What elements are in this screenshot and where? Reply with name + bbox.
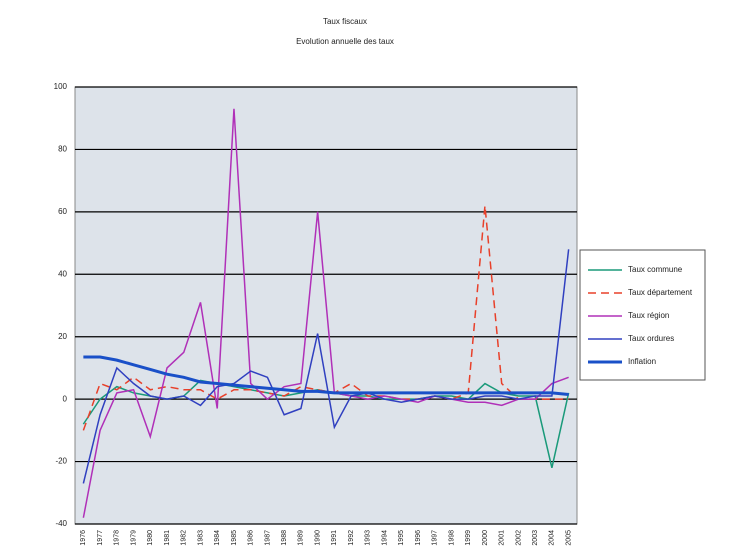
x-tick-label: 1994 <box>381 530 388 546</box>
x-tick-label: 1982 <box>181 530 188 546</box>
x-tick-label: 1990 <box>314 530 321 546</box>
x-tick-label: 1987 <box>264 530 271 546</box>
x-tick-label: 1980 <box>147 530 154 546</box>
x-tick-label: 1984 <box>214 530 221 546</box>
legend-box <box>579 249 706 381</box>
line <box>83 355 569 396</box>
y-tick-label: -40 <box>55 519 67 528</box>
y-tick-label: 80 <box>58 145 67 154</box>
x-tick-label: 1985 <box>231 530 238 546</box>
legend-label: Taux ordures <box>628 334 674 343</box>
x-tick-label: 1993 <box>365 530 372 546</box>
line <box>82 108 569 518</box>
chart-subtitle: Evolution annuelle des taux <box>296 37 394 46</box>
y-tick-label: 60 <box>58 207 67 216</box>
x-tick-label: 1998 <box>448 530 455 546</box>
x-tick-label: 1991 <box>331 530 338 546</box>
x-tick-label: 1989 <box>298 530 305 546</box>
x-tick-label: 2004 <box>549 530 556 546</box>
x-tick-label: 2001 <box>499 530 506 546</box>
y-tick-label: 20 <box>58 332 67 341</box>
x-tick-label: 1997 <box>432 530 439 546</box>
x-tick-label: 1981 <box>164 530 171 546</box>
line <box>82 249 570 484</box>
y-tick-label: 40 <box>58 269 67 278</box>
x-tick-label: 1992 <box>348 530 355 546</box>
x-tick-label: 1996 <box>415 530 422 546</box>
x-tick-label: 1988 <box>281 530 288 546</box>
x-tick-label: 2002 <box>515 530 522 546</box>
x-tick-label: 2005 <box>565 530 572 546</box>
y-tick-label: 0 <box>63 394 68 403</box>
x-tick-label: 1976 <box>80 530 87 546</box>
y-tick-label: -20 <box>55 457 67 466</box>
x-tick-label: 1977 <box>97 530 104 546</box>
x-tick-label: 1978 <box>114 530 121 546</box>
x-tick-label: 1986 <box>248 530 255 546</box>
x-tick-label: 1999 <box>465 530 472 546</box>
x-tick-label: 2003 <box>532 530 539 546</box>
x-tick-label: 2000 <box>482 530 489 546</box>
x-tick-label: 1995 <box>398 530 405 546</box>
y-tick-label: 100 <box>54 82 68 91</box>
x-tick-label: 1983 <box>197 530 204 546</box>
legend-label: Taux département <box>628 288 693 297</box>
legend-label: Taux région <box>628 311 669 320</box>
legend-label: Inflation <box>628 357 656 366</box>
legend-label: Taux commune <box>628 265 683 274</box>
x-tick-label: 1979 <box>130 530 137 546</box>
chart-title: Taux fiscaux <box>323 17 367 26</box>
